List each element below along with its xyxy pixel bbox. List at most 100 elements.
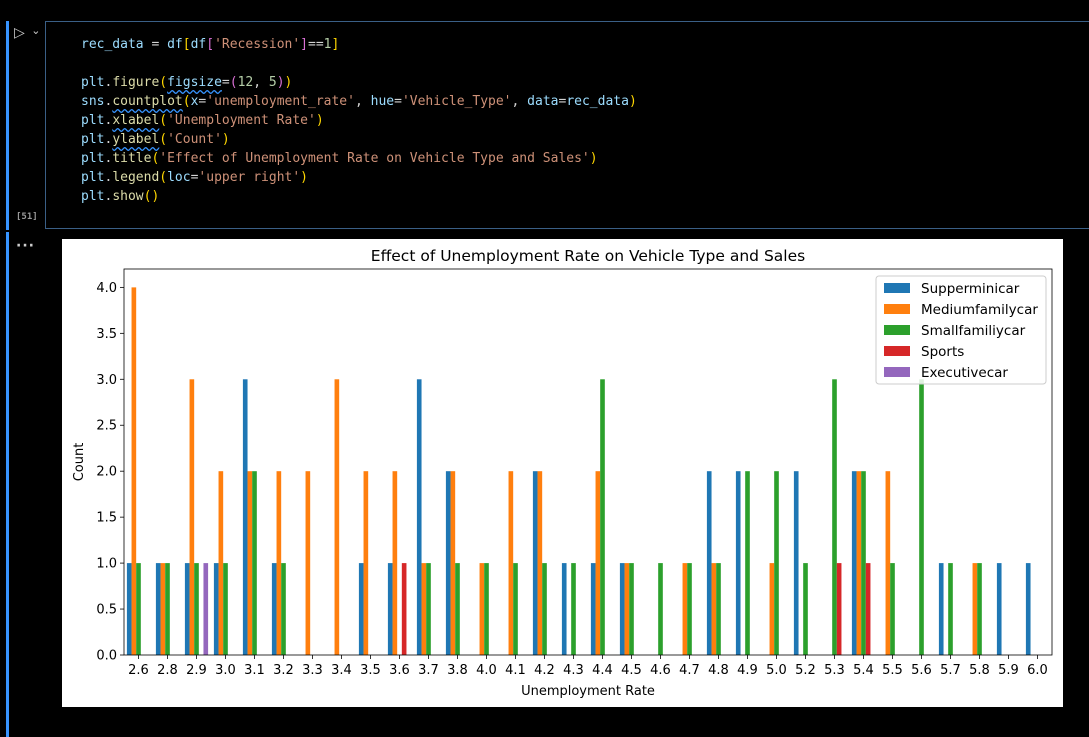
y-tick-label: 3.5 bbox=[96, 327, 117, 342]
bar bbox=[658, 563, 663, 655]
code-token: ( bbox=[151, 151, 160, 166]
bar bbox=[996, 563, 1002, 655]
bar bbox=[716, 563, 721, 655]
y-tick-label: 4.0 bbox=[96, 281, 117, 296]
x-tick-label: 4.1 bbox=[505, 663, 526, 678]
code-token: 'Vehicle_Type' bbox=[401, 94, 512, 109]
bar bbox=[184, 563, 190, 655]
bar bbox=[803, 563, 808, 655]
code-token: 'Unemployment Rate' bbox=[167, 113, 316, 128]
bar bbox=[363, 471, 369, 655]
x-axis-label: Unemployment Rate bbox=[521, 684, 655, 699]
bar bbox=[421, 563, 427, 655]
legend-label: Supperminicar bbox=[921, 281, 1020, 297]
code-line[interactable]: plt.xlabel('Unemployment Rate') bbox=[81, 111, 637, 130]
bar bbox=[136, 563, 141, 655]
x-tick-label: 4.9 bbox=[737, 663, 758, 678]
code-token: plt bbox=[81, 151, 105, 166]
x-tick-label: 4.7 bbox=[679, 663, 700, 678]
code-token: ] bbox=[331, 37, 340, 52]
chevron-down-icon[interactable]: ⌄ bbox=[31, 24, 41, 37]
code-line[interactable]: sns.countplot(x='unemployment_rate', hue… bbox=[81, 92, 637, 111]
code-token: rec_data bbox=[81, 37, 144, 52]
play-icon: ▷ bbox=[14, 25, 25, 41]
code-line[interactable]: plt.ylabel('Count') bbox=[81, 130, 637, 149]
x-tick-label: 4.2 bbox=[534, 663, 555, 678]
code-token: = bbox=[394, 94, 402, 109]
legend-label: Sports bbox=[921, 344, 964, 360]
bar bbox=[977, 563, 982, 655]
x-tick-label: 3.8 bbox=[447, 663, 468, 678]
bar bbox=[450, 471, 456, 655]
bar bbox=[885, 471, 891, 655]
bar bbox=[223, 563, 228, 655]
bar bbox=[861, 471, 866, 655]
code-token: 'unemployment_rate' bbox=[206, 94, 355, 109]
bar bbox=[126, 563, 132, 655]
code-token: [ bbox=[182, 37, 191, 52]
x-tick-label: 5.9 bbox=[998, 663, 1019, 678]
bar bbox=[682, 563, 688, 655]
code-token: [ bbox=[206, 37, 215, 52]
code-line[interactable]: plt.title('Effect of Unemployment Rate o… bbox=[81, 149, 637, 168]
code-token: plt bbox=[81, 75, 105, 90]
bar bbox=[155, 563, 161, 655]
bar bbox=[276, 471, 282, 655]
code-token: = bbox=[143, 37, 168, 52]
legend-swatch bbox=[884, 367, 910, 377]
bar bbox=[542, 563, 547, 655]
code-token: 'Count' bbox=[167, 132, 222, 147]
bar bbox=[508, 471, 514, 655]
code-token: plt bbox=[81, 170, 105, 185]
bar bbox=[203, 563, 209, 655]
x-tick-label: 5.7 bbox=[940, 663, 961, 678]
code-token: 'Effect of Unemployment Rate on Vehicle … bbox=[159, 151, 590, 166]
legend-swatch bbox=[884, 304, 910, 314]
legend-swatch bbox=[884, 346, 910, 356]
y-tick-label: 0.0 bbox=[96, 649, 117, 664]
bar bbox=[890, 563, 895, 655]
x-tick-label: 4.8 bbox=[708, 663, 729, 678]
output-focus-bar bbox=[6, 232, 9, 737]
code-line[interactable]: plt.show() bbox=[81, 187, 637, 206]
code-line[interactable] bbox=[81, 54, 637, 73]
code-line[interactable]: rec_data = df[df['Recession']==1] bbox=[81, 35, 637, 54]
bar bbox=[948, 563, 953, 655]
code-token: ylabel bbox=[112, 132, 160, 147]
x-tick-label: 5.0 bbox=[766, 663, 787, 678]
bar bbox=[484, 563, 489, 655]
code-token: figure bbox=[112, 75, 160, 90]
code-token: = bbox=[221, 75, 230, 90]
bar bbox=[426, 563, 431, 655]
legend-swatch bbox=[884, 325, 910, 335]
code-line[interactable]: plt.figure(figsize=(12, 5)) bbox=[81, 73, 637, 92]
x-tick-label: 4.6 bbox=[650, 663, 671, 678]
bar bbox=[455, 563, 460, 655]
code-token: , bbox=[253, 75, 269, 90]
code-editor[interactable]: rec_data = df[df['Recession']==1] plt.fig… bbox=[45, 21, 1089, 229]
x-tick-label: 2.8 bbox=[157, 663, 178, 678]
code-token: ) bbox=[284, 75, 293, 90]
code-content[interactable]: rec_data = df[df['Recession']==1] plt.fig… bbox=[81, 35, 637, 206]
bar bbox=[271, 563, 277, 655]
code-line[interactable]: plt.legend(loc='upper right') bbox=[81, 168, 637, 187]
x-tick-label: 3.4 bbox=[331, 663, 352, 678]
code-token: figsize bbox=[167, 75, 222, 90]
x-tick-label: 6.0 bbox=[1027, 663, 1048, 678]
output-more-icon[interactable]: ··· bbox=[16, 238, 35, 254]
code-token: rec_data bbox=[566, 94, 629, 109]
run-cell-button[interactable]: ▷ ⌄ bbox=[14, 24, 42, 41]
bar bbox=[305, 471, 311, 655]
bar bbox=[711, 563, 717, 655]
bar bbox=[387, 563, 393, 655]
code-token: . bbox=[104, 94, 113, 109]
code-token: data bbox=[527, 94, 559, 109]
bar bbox=[624, 563, 630, 655]
code-token: ( bbox=[159, 113, 168, 128]
bar bbox=[479, 563, 485, 655]
bar bbox=[745, 471, 750, 655]
code-token: loc bbox=[167, 170, 191, 185]
x-tick-label: 5.3 bbox=[824, 663, 845, 678]
y-tick-label: 2.5 bbox=[96, 419, 117, 434]
bar bbox=[1025, 563, 1031, 655]
